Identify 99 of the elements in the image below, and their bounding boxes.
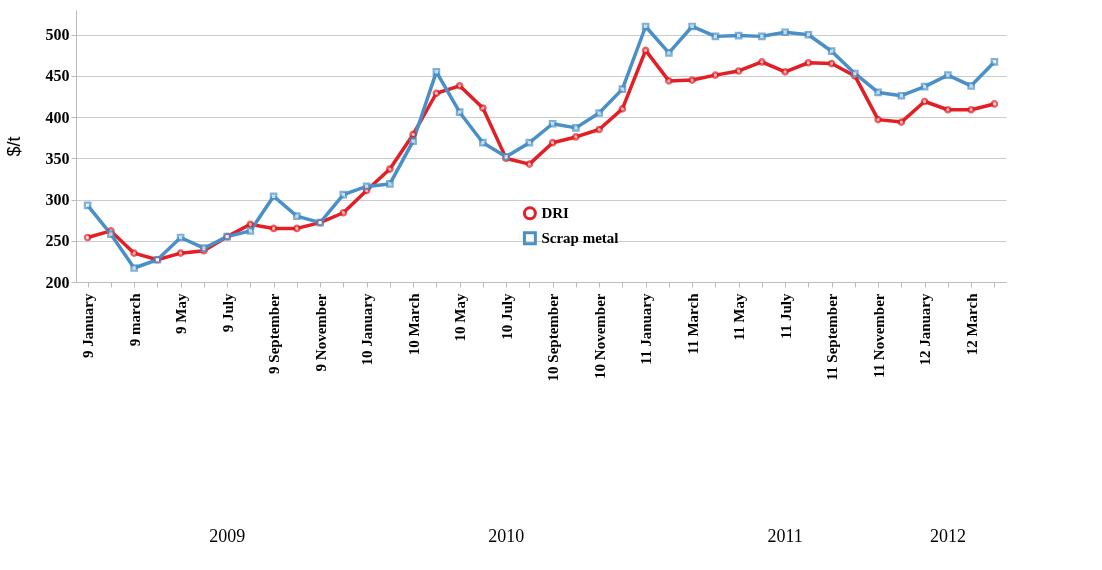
x-tick-label: 10 July: [498, 293, 515, 340]
point: [827, 59, 836, 68]
x-tick-label: 9 January: [80, 293, 97, 359]
point: [990, 58, 999, 66]
x-tick-label: 11 November: [870, 293, 887, 379]
point: [944, 105, 952, 114]
point: [479, 104, 487, 112]
y-tick-label: 300: [45, 191, 70, 209]
point: [130, 249, 138, 257]
x-tick-label: 12 January: [917, 293, 934, 366]
point: [386, 165, 394, 173]
point: [734, 31, 743, 40]
point: [409, 130, 417, 139]
point: [339, 190, 348, 199]
point: [455, 108, 464, 117]
point: [479, 138, 487, 147]
point: [665, 49, 673, 57]
point: [130, 264, 138, 272]
x-tick-label: 11 July: [777, 293, 794, 339]
point: [758, 32, 766, 41]
point: [83, 201, 92, 210]
text: 2009: [209, 526, 246, 546]
point: [688, 22, 696, 31]
point: [293, 224, 301, 233]
point: [897, 91, 906, 100]
point: [734, 67, 743, 75]
x-tick-label: 10 March: [405, 292, 422, 356]
x-tick-label: 10 January: [359, 293, 376, 366]
y-tick-label: 200: [45, 273, 70, 291]
point: [339, 208, 348, 217]
point: [83, 233, 92, 242]
point: [618, 105, 627, 113]
point: [944, 71, 952, 79]
y-tick-label: 500: [45, 26, 70, 44]
point: [920, 82, 929, 91]
text: 2010: [488, 526, 525, 546]
point: [688, 76, 696, 84]
point: [618, 85, 627, 93]
point: [293, 212, 301, 220]
point: [711, 71, 720, 79]
x-tick-label: 9 May: [173, 293, 190, 334]
point: [107, 230, 115, 239]
point: [711, 32, 720, 41]
y-tick-label: 250: [45, 232, 70, 250]
point: [781, 67, 789, 76]
point: [967, 81, 975, 90]
point: [525, 160, 534, 168]
y-axis-title: $/t: [3, 136, 24, 157]
x-tick-label: 12 March: [963, 292, 980, 356]
point: [386, 180, 394, 188]
x-tick-label: 9 September: [266, 293, 283, 374]
point: [827, 47, 836, 56]
point: [246, 227, 255, 235]
point: [548, 119, 557, 128]
point: [641, 22, 650, 31]
point: [432, 89, 441, 98]
point: [874, 88, 882, 97]
point: [176, 249, 185, 257]
x-tick-label: 10 November: [591, 293, 608, 379]
y-tick-label: 400: [45, 108, 70, 126]
x-tick-label: 11 March: [684, 292, 701, 355]
point: [967, 105, 975, 114]
point: [990, 100, 999, 108]
x-tick-label: 10 September: [545, 293, 562, 382]
point: [804, 30, 813, 39]
x-tick-label: 9 march: [126, 292, 143, 347]
point: [572, 133, 580, 141]
point: [455, 82, 464, 90]
legend-label: Scrap metal: [541, 230, 619, 247]
x-tick-label: 11 January: [638, 293, 655, 365]
y-tick-label: 450: [45, 67, 70, 85]
point: [920, 97, 929, 106]
point: [432, 67, 441, 76]
point: [362, 182, 371, 191]
point: [758, 58, 766, 66]
text: 2012: [929, 526, 966, 546]
point: [548, 138, 557, 147]
point: [176, 233, 185, 242]
point: [781, 28, 789, 37]
point: [897, 118, 906, 126]
x-tick-label: 11 September: [824, 293, 841, 381]
point: [804, 58, 813, 67]
point: [525, 138, 534, 147]
point: [665, 77, 673, 85]
point: [874, 115, 882, 124]
y-tick-label: 350: [45, 149, 70, 167]
point: [246, 220, 255, 229]
point: [595, 109, 603, 117]
x-tick-label: 11 May: [731, 293, 748, 341]
x-tick-label: 10 May: [452, 293, 469, 342]
point: [409, 137, 417, 145]
point: [572, 124, 580, 132]
x-tick-label: 9 July: [219, 293, 236, 333]
point: [269, 192, 278, 201]
x-tick-label: 9 November: [312, 293, 329, 372]
point: [269, 224, 278, 233]
legend-label: DRI: [541, 205, 570, 222]
point: [595, 125, 603, 134]
text: 2011: [767, 526, 803, 546]
